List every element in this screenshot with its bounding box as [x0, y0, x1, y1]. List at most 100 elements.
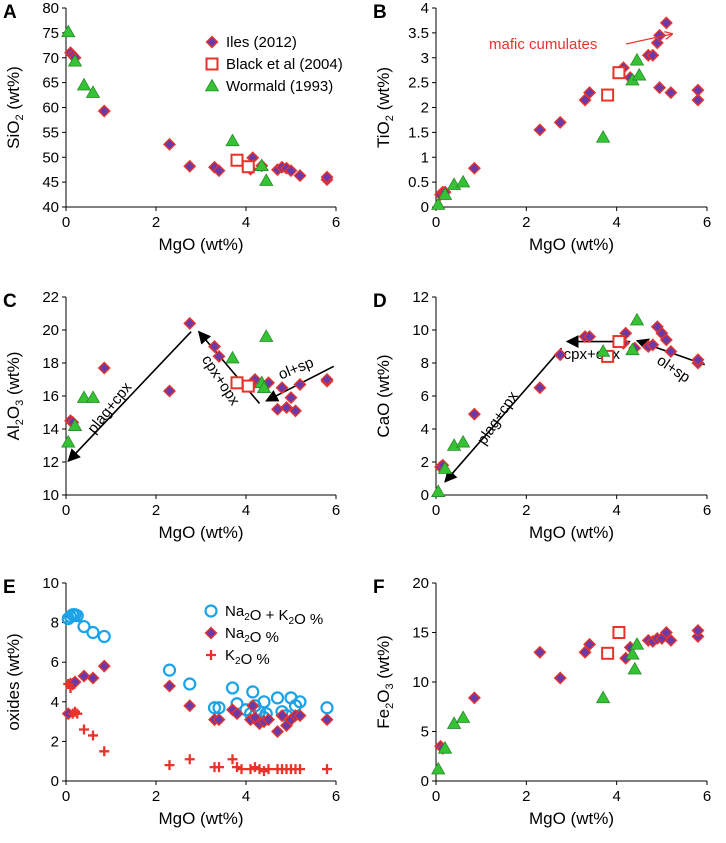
- diamond-marker: [77, 669, 91, 683]
- triangle-marker: [455, 710, 471, 723]
- diamond-marker: [533, 123, 547, 137]
- diamond-marker: [646, 338, 660, 352]
- legend-diamond-marker: [205, 35, 219, 49]
- y-tick-label: 2.5: [408, 75, 429, 92]
- diamond-marker: [280, 401, 293, 415]
- triangle-marker: [455, 174, 471, 188]
- series-triangle: [61, 329, 274, 448]
- triangle-marker: [437, 741, 453, 754]
- diamond-marker: [271, 402, 284, 416]
- legend-label: Iles (2012): [226, 34, 297, 51]
- diamond-marker: [97, 361, 111, 375]
- triangle-marker: [595, 690, 611, 704]
- y-tick-label: 20: [412, 575, 429, 592]
- series-triangle: [61, 24, 274, 186]
- triangle-marker: [85, 390, 101, 403]
- diamond-marker: [533, 645, 547, 659]
- y-axis-label: CaO (wt%): [374, 354, 393, 437]
- series-plus: [63, 678, 332, 777]
- legend-plus-marker: [206, 650, 216, 660]
- square-marker: [612, 335, 626, 349]
- plus-marker: [227, 754, 238, 765]
- x-tick-label: 0: [432, 214, 440, 231]
- x-tick-label: 4: [612, 502, 620, 519]
- legend-label: Na2O + K2O %: [225, 603, 323, 628]
- diamond-marker: [533, 381, 547, 395]
- x-tick-label: 6: [332, 788, 340, 805]
- legend-triangle-marker: [204, 78, 220, 92]
- y-tick-label: 0: [51, 773, 59, 790]
- diamond-marker: [691, 93, 705, 107]
- y-tick-label: 0: [421, 487, 429, 504]
- plus-marker: [214, 762, 224, 773]
- x-tick-label: 2: [152, 788, 160, 805]
- y-tick-label: 10: [42, 575, 59, 592]
- diamond-marker: [320, 373, 334, 386]
- mafic-cumulates-arrow: [625, 34, 672, 45]
- diamond-marker: [659, 16, 673, 30]
- diamond-marker: [578, 645, 592, 659]
- x-axis-label: MgO (wt%): [159, 523, 244, 542]
- y-tick-label: 3: [421, 50, 429, 67]
- y-tick-label: 22: [42, 289, 59, 306]
- y-tick-label: 8: [421, 355, 429, 372]
- triangle-marker: [446, 438, 462, 451]
- y-tick-label: 16: [42, 388, 59, 405]
- y-axis-label: oxides (wt%): [4, 633, 23, 730]
- diamond-marker: [293, 377, 307, 391]
- plus-marker: [254, 764, 265, 775]
- circle-marker: [320, 701, 334, 715]
- y-tick-label: 14: [42, 421, 59, 438]
- diamond-marker: [293, 709, 307, 723]
- triangle-marker: [85, 85, 101, 98]
- diamond-marker: [284, 391, 298, 405]
- y-tick-label: 20: [42, 322, 59, 339]
- diamond-marker: [659, 626, 673, 639]
- diamond-marker: [97, 659, 111, 673]
- diamond-marker: [163, 384, 176, 398]
- diamond-marker: [208, 340, 221, 353]
- x-axis-label: MgO (wt%): [529, 523, 614, 542]
- y-axis-label: Al2O3 (wt%): [4, 352, 26, 441]
- legend-label: K2O %: [225, 647, 270, 668]
- series-triangle: [431, 637, 645, 775]
- diamond-marker: [320, 713, 334, 727]
- plus-marker: [65, 682, 76, 693]
- circle-marker: [86, 625, 100, 640]
- series-triangle: [431, 52, 647, 210]
- triangle-marker: [431, 484, 446, 497]
- triangle-marker: [256, 380, 272, 394]
- arrow-plag-cpx: [67, 331, 192, 463]
- panel-A: 40 45 50 55 60 65 70 75 80 0 2 4 6 MgO (wt%) SiO2 (wt%…: [3, 0, 343, 254]
- square-marker: [241, 379, 255, 393]
- panel-E: 0 2 4 6 8 10 0 2 4 6 MgO (wt%) oxides (wt%) E Na2O + …: [3, 575, 340, 828]
- mafic-cumulates-label: mafic cumulates: [489, 36, 597, 53]
- triangle-marker: [629, 52, 645, 66]
- x-tick-label: 2: [152, 214, 160, 231]
- legend-label: Wormald (1993): [226, 78, 333, 95]
- y-tick-label: 4: [421, 0, 429, 17]
- x-tick-label: 2: [152, 502, 160, 519]
- diamond-marker: [212, 349, 226, 363]
- diamond-marker: [553, 115, 567, 129]
- y-tick-label: 15: [412, 625, 429, 642]
- panel-letter: A: [3, 2, 17, 23]
- triangle-marker: [629, 312, 645, 326]
- diamond-marker: [289, 404, 302, 418]
- y-tick-label: 1.5: [408, 124, 429, 141]
- x-tick-label: 6: [703, 502, 711, 519]
- plus-marker: [99, 746, 110, 757]
- triangle-marker: [254, 158, 269, 171]
- arrow-plag-cpx: [444, 347, 563, 483]
- x-tick-label: 6: [703, 214, 711, 231]
- panel-B: 0 0.5 1 1.5 2 2.5 3 3.5 4 0 2 4 6 MgO (wt%) TiO2 (wt%)…: [373, 0, 711, 254]
- x-axis-label: MgO (wt%): [529, 235, 614, 254]
- y-tick-label: 6: [421, 388, 429, 405]
- x-tick-label: 6: [332, 214, 340, 231]
- triangle-marker: [225, 350, 240, 364]
- y-axis-label: TiO2 (wt%): [374, 67, 396, 148]
- circle-marker: [257, 695, 271, 709]
- circle-marker: [77, 619, 91, 634]
- y-tick-label: 50: [42, 149, 59, 166]
- circle-marker: [70, 609, 84, 623]
